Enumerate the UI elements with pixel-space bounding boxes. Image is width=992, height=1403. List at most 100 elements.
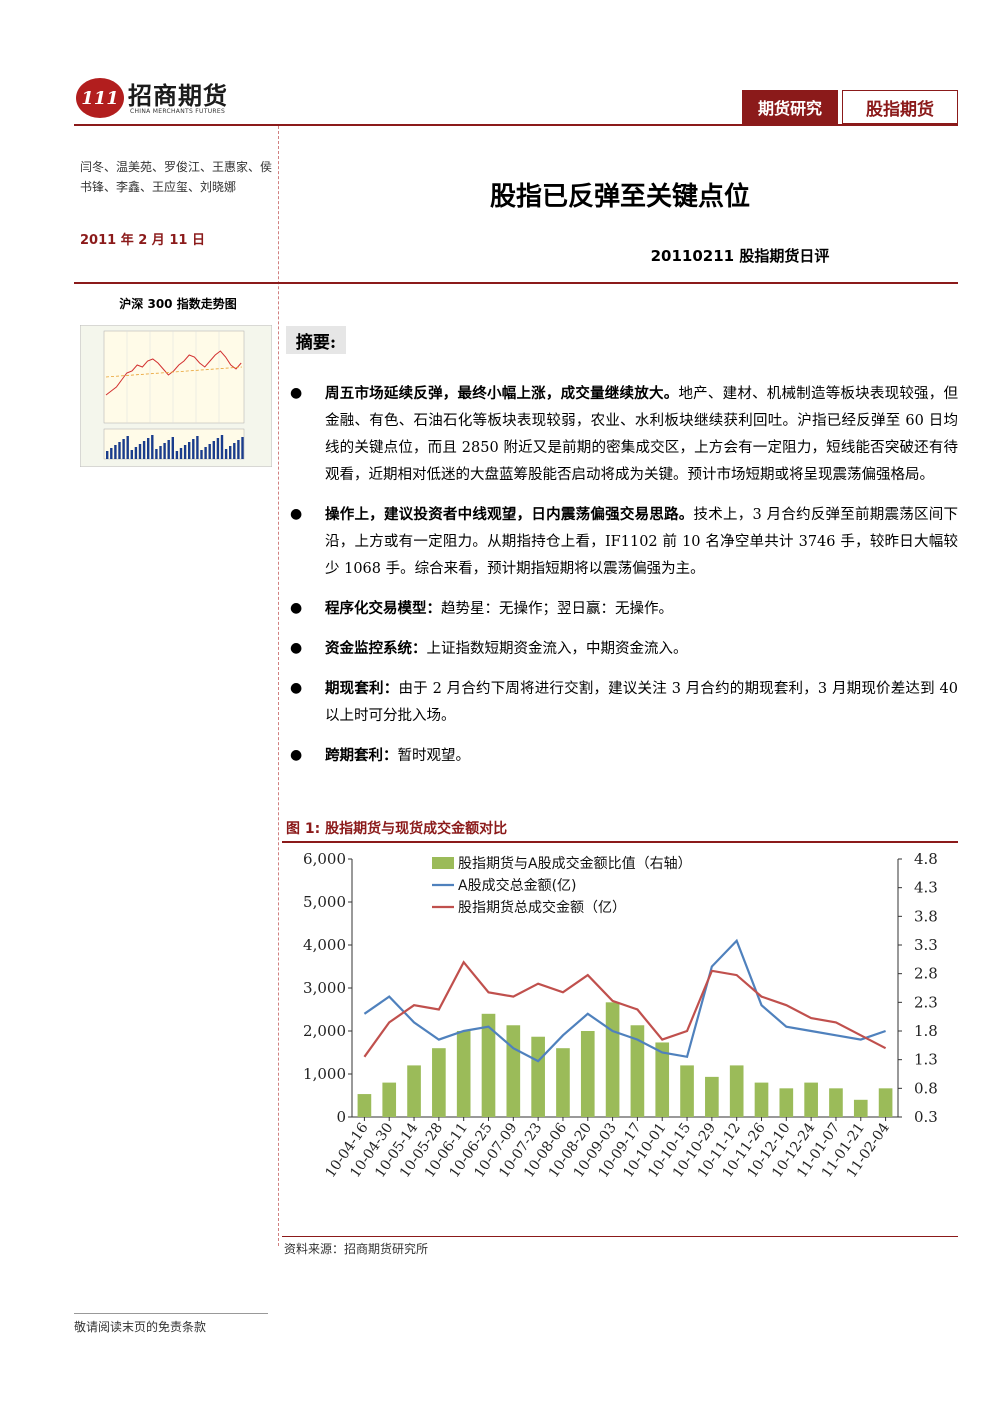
bullet-icon: ● [290,506,303,522]
y-left-tick-label: 4,000 [303,936,346,954]
bullet-heading: 程序化交易模型： [325,600,441,617]
bullet-heading: 资金监控系统： [325,640,427,657]
report-title: 股指已反弹至关键点位 [489,182,750,212]
mini-volume-bar [138,444,142,459]
mini-volume-bar [147,438,150,459]
y-right-tick-label: 0.8 [914,1079,938,1097]
bullet-item: ● 周五市场延续反弹，最终小幅上涨，成交量继续放大。地产、建材、机械制造等板块表… [288,380,958,489]
mini-price-panel [103,330,245,424]
mini-volume-bar [224,449,228,459]
y-right-tick-label: 3.3 [914,936,938,954]
mini-volume-bar [126,436,129,459]
y-right-tick-label: 4.8 [914,850,938,868]
figure-source: 资料来源：招商期货研究所 [284,1242,429,1256]
mini-volume-bar [142,441,146,459]
mini-volume-bar [196,436,199,459]
bullet-text: 上证指数短期资金流入，中期资金流入。 [426,641,688,657]
report-subtitle: 20110211 股指期货日评 [650,247,830,265]
y-right-tick-label: 0.3 [914,1108,938,1126]
mini-volume-bar [134,447,138,459]
legend-swatch [432,857,454,869]
ratio-bar [804,1082,818,1117]
bullet-icon: ● [290,747,303,763]
header-divider [74,124,958,126]
mini-chart-title: 沪深 300 指数走势图 [119,297,237,311]
bullet-text: 暂时观望。 [397,748,471,764]
ratio-bar [407,1065,421,1117]
mini-volume-bar [118,442,121,459]
mini-volume-bar [188,442,191,459]
mini-volume-bar [155,449,158,459]
legend-label: 股指期货总成交金额（亿） [458,899,626,916]
mini-volume-bar [183,445,187,459]
ratio-bar [754,1082,769,1117]
bullet-heading: 跨期套利： [325,747,398,764]
bullet-item: ● 资金监控系统：上证指数短期资金流入，中期资金流入。 [288,635,958,663]
mini-volume-bar [220,435,224,459]
figure-top-rule [282,841,958,843]
y-left-tick-label: 0 [336,1108,346,1126]
mini-volume-bar [106,451,109,459]
ratio-bar [779,1088,794,1117]
bullet-icon: ● [290,385,303,401]
mini-volume-bar [171,437,174,459]
futures-turnover-line [363,960,887,1058]
logo-subtitle: CHINA MERCHANTS FUTURES [130,108,226,115]
mini-price-line [105,350,242,396]
ratio-bar [829,1088,843,1117]
mini-volume-bar [179,448,183,459]
figure-bottom-rule [282,1236,958,1237]
author-list: 闫冬、温美苑、罗俊江、王惠家、侯书锋、李鑫、王应玺、刘晓娜 [80,160,273,194]
bullet-heading: 操作上，建议投资者中线观望，日内震荡偏强交易思路。 [325,506,694,523]
y-right-tick-label: 2.8 [914,965,938,983]
summary-bullets: ● 周五市场延续反弹，最终小幅上涨，成交量继续放大。地产、建材、机械制造等板块表… [288,380,958,782]
mini-volume-bar [114,445,117,459]
company-logo: 111 招商期货 CHINA MERCHANTS FUTURES [76,76,256,124]
mini-volume-bar [159,446,162,459]
bullet-heading: 期现套利： [325,680,399,697]
mini-volume-bar [216,438,220,459]
hs300-trend-chart [80,325,272,467]
footer-rule [74,1313,268,1314]
y-right-tick-label: 4.3 [914,879,938,897]
mini-volume-bar [241,437,244,459]
ratio-bar [853,1099,868,1117]
mini-volume-bar [130,450,133,459]
mini-volume-bar [208,444,211,459]
ratio-bar [456,1031,471,1117]
ratio-bar [680,1065,694,1117]
ratio-bar [481,1013,496,1117]
logo-mark: 111 [76,78,124,118]
bullet-text: 地产、建材、机械制造等板块表现较强，但金融、有色、石油石化等板块表现较弱，农业、… [325,386,959,483]
bullet-item: ● 跨期套利：暂时观望。 [288,742,958,770]
mini-volume-bar [122,439,125,459]
report-date: 2011 年 2 月 11 日 [80,233,205,248]
y-right-tick-label: 1.3 [914,1051,938,1069]
y-left-tick-label: 5,000 [303,893,346,911]
ratio-bar [605,1002,620,1117]
mini-volume-bar [212,441,215,459]
mini-volume-bar [151,435,154,459]
mini-volume-bar [200,450,203,459]
legend-label: 股指期货与A股成交金额比值（右轴） [458,855,692,872]
y-right-tick-label: 1.8 [914,1022,938,1040]
mini-volume-bar [167,440,170,459]
bullet-item: ● 期现套利：由于 2 月合约下周将进行交割，建议关注 3 月合约的期现套利，3… [288,675,958,730]
bullet-text: 趋势星：无操作；翌日赢：无操作。 [441,601,673,617]
summary-heading: 摘要: [286,326,346,354]
bullet-icon: ● [290,680,303,696]
y-right-tick-label: 2.3 [914,993,938,1011]
mini-volume-bar [229,446,232,459]
a-share-turnover-line [363,938,886,1063]
mini-ma-line [105,366,243,378]
figure-title: 图 1: 股指期货与现货成交金额对比 [286,821,508,837]
disclaimer-notice: 敬请阅读末页的免责条款 [74,1320,207,1334]
category-tag-research: 期货研究 [742,90,838,124]
bullet-text: 由于 2 月合约下周将进行交割，建议关注 3 月合约的期现套利，3 月期现价差达… [325,681,959,724]
ratio-bar [878,1088,893,1117]
category-tag-index-futures: 股指期货 [842,90,958,124]
ratio-bar [556,1048,570,1117]
bullet-heading: 周五市场延续反弹，最终小幅上涨，成交量继续放大。 [325,385,679,402]
bullet-icon: ● [290,600,303,616]
mini-volume-bar [233,443,236,459]
